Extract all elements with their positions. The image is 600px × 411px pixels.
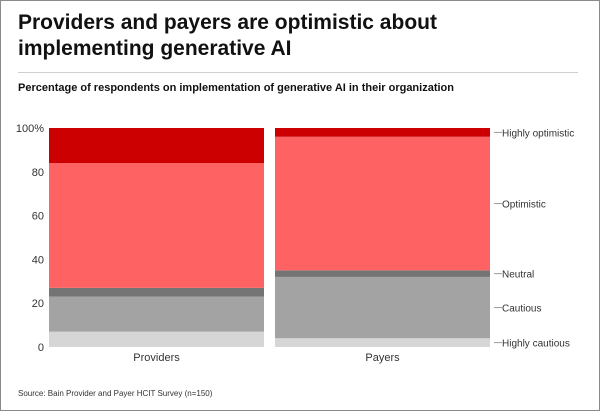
source-note: Source: Bain Provider and Payer HCIT Sur… xyxy=(18,389,213,398)
chart-title: Providers and payers are optimistic abou… xyxy=(18,11,437,60)
bar-segment-payers-cautious xyxy=(275,276,490,339)
y-tick-label: 80 xyxy=(32,167,44,179)
y-tick-label: 60 xyxy=(32,211,44,223)
bar-segment-payers-optimistic xyxy=(275,136,490,271)
legend-label: Optimistic xyxy=(502,200,546,211)
x-tick-label: Providers xyxy=(133,352,180,364)
legend-label: Cautious xyxy=(502,304,541,315)
bar-segment-providers-highly-optimistic xyxy=(49,128,264,164)
bar-segment-payers-highly-optimistic xyxy=(275,128,490,137)
y-tick-label: 0 xyxy=(38,342,44,354)
legend-label: Highly optimistic xyxy=(502,128,574,139)
bar-segment-providers-highly-cautious xyxy=(49,331,264,347)
bar-segment-providers-neutral xyxy=(49,287,264,297)
bar-segment-payers-neutral xyxy=(275,270,490,277)
bar-segment-providers-optimistic xyxy=(49,163,264,288)
y-tick-label: 20 xyxy=(32,298,44,310)
y-tick-label: 40 xyxy=(32,254,44,266)
bar-segment-payers-highly-cautious xyxy=(275,338,490,347)
y-tick-label: 100% xyxy=(16,123,44,135)
bar-segment-providers-cautious xyxy=(49,296,264,332)
legend-label: Highly cautious xyxy=(502,339,570,350)
legend-label: Neutral xyxy=(502,270,534,281)
x-tick-label: Payers xyxy=(365,352,400,364)
title-divider xyxy=(18,72,578,73)
chart-subtitle: Percentage of respondents on implementat… xyxy=(18,82,454,94)
